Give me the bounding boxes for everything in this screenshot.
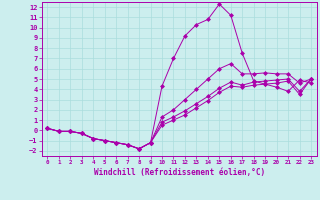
- X-axis label: Windchill (Refroidissement éolien,°C): Windchill (Refroidissement éolien,°C): [94, 168, 265, 177]
